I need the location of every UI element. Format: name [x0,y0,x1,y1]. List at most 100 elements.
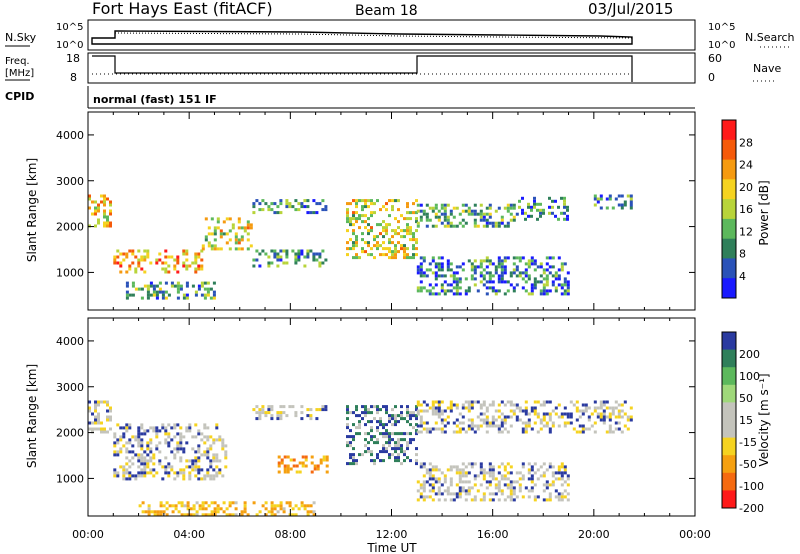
echo-cell [620,409,624,413]
echo-cell [195,510,199,514]
nsky-panel: N.Sky 10^5 10^0 10^5 10^0 N.Search [5,19,795,51]
echo-cell [461,489,465,493]
echo-cell [542,489,546,493]
echo-cell [509,206,513,210]
echo-cell [382,432,385,436]
echo-cell [189,507,193,511]
echo-cell [548,256,552,260]
echo-cell [234,241,238,245]
echo-cell [391,417,394,421]
echo-cell [88,224,91,228]
echo-cell [391,229,394,233]
echo-cell [306,205,310,209]
echo-cell [355,459,358,463]
echo-cell [509,480,513,484]
echo-cell [464,498,468,502]
echo-cell [131,252,135,256]
echo-cell [464,203,468,207]
echo-cell [458,286,462,290]
echo-cell [382,450,385,454]
echo-cell [512,262,516,266]
echo-cell [173,423,177,427]
echo-cell [437,274,441,278]
echo-cell [485,271,489,275]
echo-cell [425,430,429,434]
echo-cell [161,426,165,430]
echo-cell [509,465,513,469]
echo-cell [560,495,564,499]
echo-cell [388,250,391,254]
echo-cell [554,406,558,410]
echo-cell [137,249,141,253]
echo-cell [527,468,531,472]
echo-cell [419,265,423,269]
echo-cell [527,262,531,266]
echo-cell [146,447,150,451]
echo-cell [412,244,415,248]
echo-cell [560,292,564,296]
echo-cell [149,261,153,265]
echo-cell [470,427,474,431]
echo-cell [267,408,271,412]
echo-cell [500,259,504,263]
echo-cell [367,199,370,203]
echo-cell [503,421,507,425]
echo-cell [125,284,129,288]
echo-cell [209,447,213,451]
echo-cell [533,202,536,206]
echo-cell [289,458,293,462]
echo-cell [446,486,450,490]
echo-cell [285,255,289,259]
echo-cell [125,429,129,433]
echo-cell [473,424,477,428]
echo-cell [617,421,621,425]
echo-cell [473,224,477,228]
echo-cell [297,249,301,253]
echo-cell [434,271,438,275]
echo-cell [173,284,177,288]
echo-cell [563,217,566,221]
echo-cell [611,206,615,210]
echo-cell [267,411,271,415]
echo-cell [554,277,558,281]
echo-cell [494,483,498,487]
echo-cell [243,226,247,230]
echo-cell [186,501,190,505]
echo-cell [521,211,524,215]
echo-cell [113,255,117,259]
echo-cell [506,203,510,207]
echo-cell [557,495,561,499]
echo-cell [88,406,91,410]
echo-cell [428,218,432,222]
echo-cell [409,438,412,442]
echo-cell [352,217,355,221]
echo-cell [503,259,507,263]
echo-cell [476,212,480,216]
echo-cell [164,261,168,265]
echo-cell [367,217,370,221]
echo-cell [479,209,483,213]
echo-cell [279,414,283,418]
echo-cell [422,474,426,478]
echo-cell [581,409,585,413]
echo-cell [419,256,423,260]
echo-cell [470,424,474,428]
echo-cell [545,283,549,287]
echo-cell [94,224,97,228]
echo-cell [452,215,456,219]
echo-cell [364,405,367,409]
echo-cell [267,255,271,259]
echo-cell [264,414,268,418]
echo-cell [213,226,217,230]
echo-cell [533,196,536,200]
echo-cell [282,507,286,511]
echo-cell [416,265,420,269]
echo-cell [602,421,606,425]
echo-cell [497,221,501,225]
echo-cell [542,498,546,502]
colorbar-segment [722,384,736,403]
echo-cell [264,252,268,256]
echo-cell [521,477,525,481]
echo-cell [554,271,558,275]
echo-cell [355,244,358,248]
